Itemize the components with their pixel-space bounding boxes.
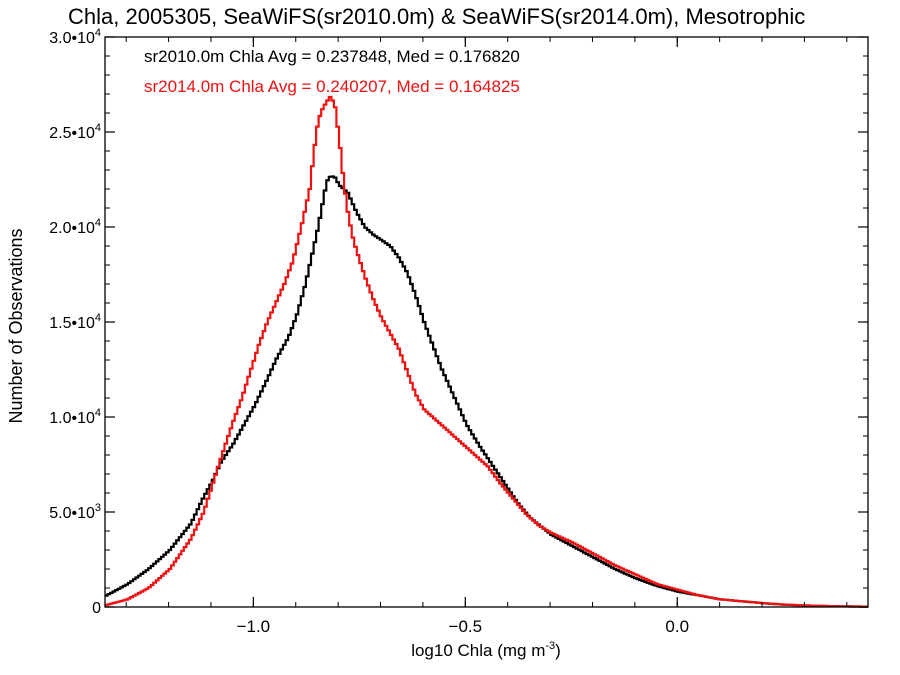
x-tick-label: −1.0 [237,617,271,636]
x-tick-label: 0.0 [665,617,689,636]
y-tick-label: 0 [92,600,101,617]
series-layer [105,95,868,608]
x-tick-label: −0.5 [449,617,483,636]
x-axis-label: log10 Chla (mg m-3) [411,640,561,660]
series-line-2 [105,95,868,608]
y-tick-label: 2.0•104 [49,217,101,237]
y-tick-label: 2.5•104 [49,122,101,142]
plot-frame [104,36,869,608]
stat-annotation-2: sr2014.0m Chla Avg = 0.240207, Med = 0.1… [144,77,520,96]
chart-title: Chla, 2005305, SeaWiFS(sr2010.0m) & SeaW… [68,4,805,29]
series-line-1 [105,175,868,608]
y-tick-label: 1.0•104 [49,407,101,427]
stat-annotation-1: sr2010.0m Chla Avg = 0.237848, Med = 0.1… [144,47,520,66]
y-axis-label: Number of Observations [6,228,26,423]
y-tick-label: 5.0•103 [49,502,101,522]
y-tick-label: 3.0•104 [49,27,101,47]
y-tick-label: 1.5•104 [49,312,101,332]
